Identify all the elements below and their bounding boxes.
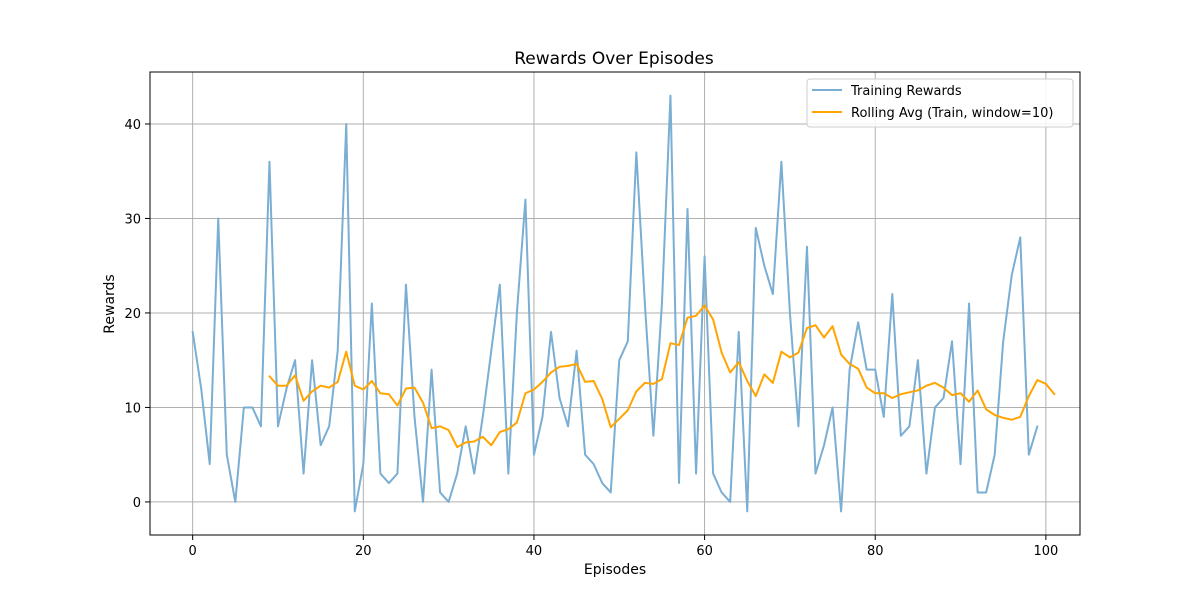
x-tick-label: 60 xyxy=(696,544,713,559)
y-tick-label: 30 xyxy=(124,212,141,227)
y-tick-label: 20 xyxy=(124,307,141,322)
legend: Training Rewards Rolling Avg (Train, win… xyxy=(806,78,1074,128)
ticks: 0 20 40 60 80 100 0 10 20 30 40 xyxy=(124,118,1058,559)
x-axis-label: Episodes xyxy=(584,562,646,578)
legend-box xyxy=(806,78,1074,128)
legend-label-training-rewards: Training Rewards xyxy=(850,84,962,99)
legend-label-rolling-avg: Rolling Avg (Train, window=10) xyxy=(851,106,1053,121)
chart-title: Rewards Over Episodes xyxy=(514,49,714,69)
plot-frame xyxy=(149,71,1081,536)
x-tick-label: 80 xyxy=(867,544,884,559)
x-tick-label: 40 xyxy=(526,544,543,559)
x-tick-label: 0 xyxy=(189,544,197,559)
series-rolling-avg xyxy=(268,304,1056,449)
y-tick-label: 40 xyxy=(124,118,141,133)
series-training-rewards xyxy=(191,94,1039,513)
y-tick-label: 0 xyxy=(133,496,141,511)
x-tick-label: 100 xyxy=(1033,544,1058,559)
series-lines xyxy=(191,94,1056,513)
y-axis-label: Rewards xyxy=(102,274,118,333)
y-tick-label: 10 xyxy=(124,401,141,416)
x-tick-label: 20 xyxy=(355,544,372,559)
